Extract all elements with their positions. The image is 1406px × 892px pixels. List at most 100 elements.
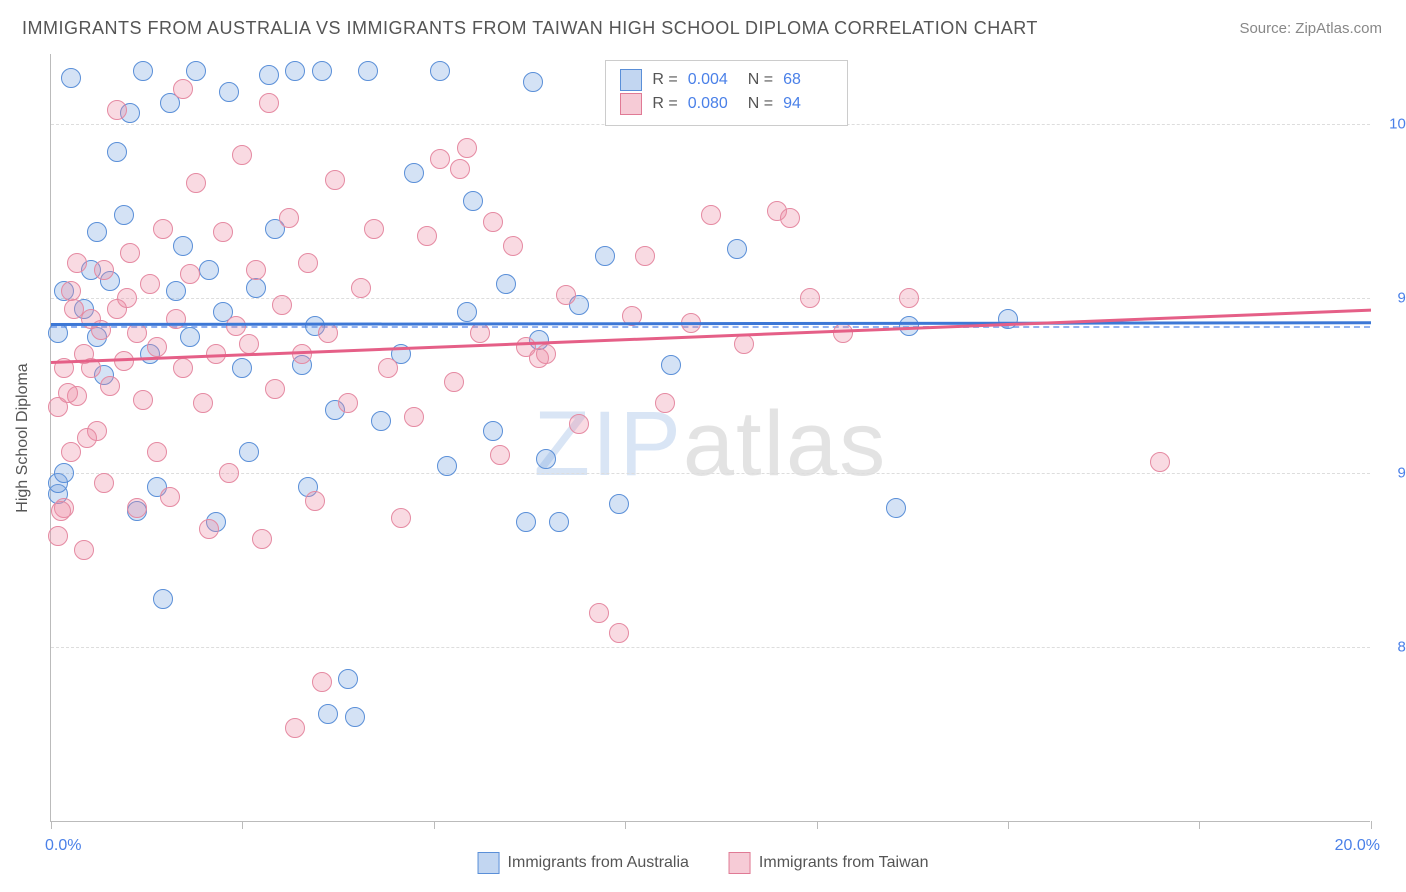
data-point	[549, 512, 569, 532]
data-point	[285, 718, 305, 738]
data-point	[58, 383, 78, 403]
legend-n-label: N =	[748, 71, 773, 89]
watermark-text-2: atlas	[683, 392, 887, 494]
data-point	[998, 309, 1018, 329]
legend-r-label: R =	[652, 71, 677, 89]
data-point	[140, 274, 160, 294]
data-point	[430, 149, 450, 169]
data-point	[219, 82, 239, 102]
data-point	[232, 145, 252, 165]
data-point	[312, 672, 332, 692]
data-point	[609, 494, 629, 514]
mean-reference-line	[51, 326, 1370, 328]
data-point	[166, 309, 186, 329]
data-point	[318, 323, 338, 343]
data-point	[147, 337, 167, 357]
data-point	[265, 379, 285, 399]
data-point	[338, 669, 358, 689]
data-point	[133, 61, 153, 81]
data-point	[94, 260, 114, 280]
legend-swatch	[620, 93, 642, 115]
legend-item: Immigrants from Australia	[478, 852, 689, 874]
watermark: ZIPatlas	[534, 391, 887, 496]
data-point	[437, 456, 457, 476]
data-point	[345, 707, 365, 727]
data-point	[61, 442, 81, 462]
data-point	[536, 449, 556, 469]
data-point	[120, 243, 140, 263]
data-point	[48, 526, 68, 546]
data-point	[727, 239, 747, 259]
data-point	[780, 208, 800, 228]
data-point	[450, 159, 470, 179]
x-tick	[625, 821, 626, 829]
data-point	[107, 142, 127, 162]
data-point	[523, 72, 543, 92]
legend-r-value: 0.004	[688, 71, 738, 89]
data-point	[117, 288, 137, 308]
data-point	[661, 355, 681, 375]
data-point	[1150, 452, 1170, 472]
legend-swatch	[620, 69, 642, 91]
data-point	[246, 278, 266, 298]
data-point	[173, 236, 193, 256]
data-point	[107, 100, 127, 120]
data-point	[483, 212, 503, 232]
data-point	[391, 508, 411, 528]
x-tick	[1199, 821, 1200, 829]
y-tick-label: 90.0%	[1378, 464, 1406, 481]
data-point	[186, 61, 206, 81]
legend-n-label: N =	[748, 95, 773, 113]
data-point	[226, 316, 246, 336]
data-point	[232, 358, 252, 378]
data-point	[417, 226, 437, 246]
legend-n-value: 94	[783, 95, 833, 113]
legend-r-value: 0.080	[688, 95, 738, 113]
legend-r-label: R =	[652, 95, 677, 113]
data-point	[61, 68, 81, 88]
data-point	[364, 219, 384, 239]
data-point	[239, 334, 259, 354]
y-tick-label: 95.0%	[1378, 290, 1406, 307]
legend-row: R = 0.080 N = 94	[620, 93, 833, 115]
x-tick	[1008, 821, 1009, 829]
series-legend: Immigrants from Australia Immigrants from…	[468, 852, 939, 874]
data-point	[609, 623, 629, 643]
data-point	[463, 191, 483, 211]
data-point	[371, 411, 391, 431]
x-axis-min-label: 0.0%	[45, 837, 81, 855]
data-point	[490, 445, 510, 465]
data-point	[325, 170, 345, 190]
data-point	[569, 414, 589, 434]
x-tick	[242, 821, 243, 829]
data-point	[595, 246, 615, 266]
data-point	[186, 173, 206, 193]
plot-area: High School Diploma ZIPatlas 0.0% 20.0% …	[50, 54, 1370, 822]
chart-title: IMMIGRANTS FROM AUSTRALIA VS IMMIGRANTS …	[22, 18, 1038, 39]
data-point	[312, 61, 332, 81]
data-point	[173, 79, 193, 99]
data-point	[153, 219, 173, 239]
data-point	[77, 428, 97, 448]
data-point	[173, 358, 193, 378]
data-point	[180, 327, 200, 347]
y-axis-title: High School Diploma	[14, 363, 32, 512]
legend-swatch	[729, 852, 751, 874]
data-point	[114, 205, 134, 225]
data-point	[457, 302, 477, 322]
data-point	[246, 260, 266, 280]
data-point	[404, 163, 424, 183]
data-point	[655, 393, 675, 413]
data-point	[734, 334, 754, 354]
data-point	[351, 278, 371, 298]
data-point	[285, 61, 305, 81]
data-point	[213, 222, 233, 242]
gridline	[51, 473, 1370, 474]
y-tick-label: 85.0%	[1378, 639, 1406, 656]
data-point	[147, 442, 167, 462]
data-point	[800, 288, 820, 308]
legend-item: Immigrants from Taiwan	[729, 852, 929, 874]
data-point	[503, 236, 523, 256]
data-point	[292, 344, 312, 364]
legend-label: Immigrants from Taiwan	[759, 854, 929, 872]
